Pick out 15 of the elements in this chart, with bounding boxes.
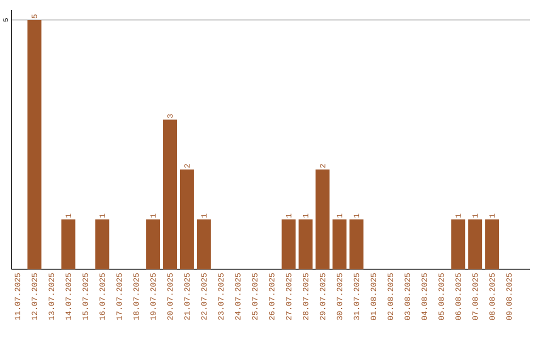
bar bbox=[27, 20, 42, 270]
bar bbox=[196, 219, 211, 270]
bar bbox=[61, 219, 76, 270]
bar bbox=[163, 120, 177, 270]
bar bbox=[95, 219, 110, 270]
bar bbox=[332, 219, 346, 270]
bar bbox=[282, 219, 296, 270]
bar bbox=[468, 219, 482, 270]
bar bbox=[349, 219, 364, 270]
bar bbox=[180, 170, 194, 270]
bar bbox=[485, 219, 500, 270]
bar bbox=[316, 170, 330, 270]
bar bbox=[451, 219, 466, 270]
bar bbox=[298, 219, 313, 270]
bar bbox=[146, 219, 160, 270]
